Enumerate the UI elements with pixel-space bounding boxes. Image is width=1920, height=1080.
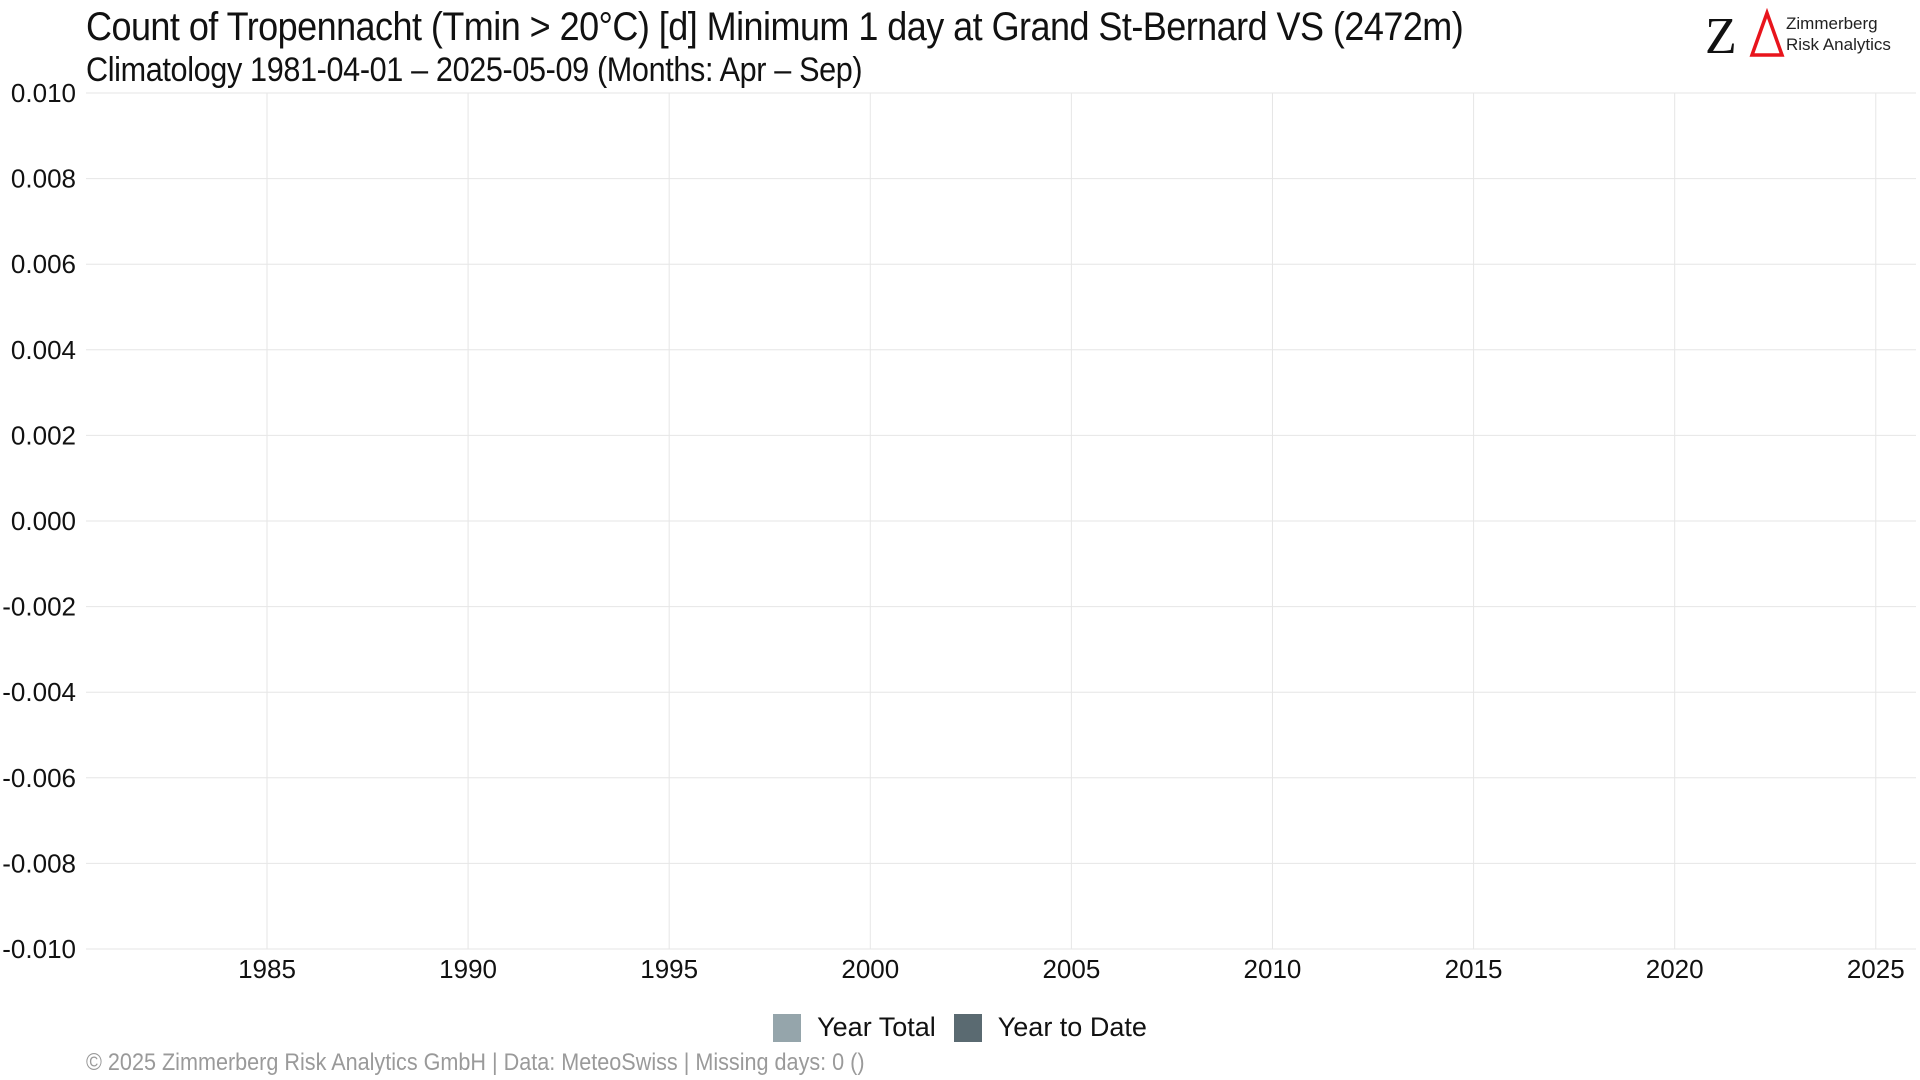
chart-area: -0.010 -0.008 -0.006 -0.004 -0.002 0.000 0.002…: [2, 78, 1916, 984]
y-tick-label: 0.006: [11, 249, 76, 279]
zimmerberg-logo: Z: [1705, 8, 1785, 60]
y-tick-label: 0.010: [11, 78, 76, 108]
x-tick-label: 2010: [1244, 954, 1302, 984]
legend-item-year-total: Year Total: [773, 1012, 936, 1043]
y-tick-label: 0.008: [11, 164, 76, 194]
chart-title: Count of Tropennacht (Tmin > 20°C) [d] M…: [86, 5, 1464, 49]
footer-credits: © 2025 Zimmerberg Risk Analytics GmbH | …: [86, 1049, 865, 1076]
legend-item-year-to-date: Year to Date: [953, 1012, 1147, 1043]
legend-swatch-year-total: [773, 1013, 802, 1042]
x-tick-label: 2000: [841, 954, 899, 984]
logo-line-1: Zimmerberg: [1786, 14, 1878, 33]
legend-label-year-total: Year Total: [817, 1012, 936, 1042]
logo-delta-icon: [1749, 8, 1785, 57]
x-tick-label: 2005: [1042, 954, 1100, 984]
x-axis-tick-labels: 1985 1990 1995 2000 2005 2010 2015 2020 2025: [238, 954, 1905, 984]
y-tick-label: -0.010: [2, 934, 76, 964]
x-tick-label: 1995: [640, 954, 698, 984]
chart-grid: [86, 92, 1916, 950]
x-tick-label: 2015: [1445, 954, 1503, 984]
y-axis-tick-labels: -0.010 -0.008 -0.006 -0.004 -0.002 0.000 0.002…: [2, 78, 76, 964]
legend-label-year-to-date: Year to Date: [997, 1012, 1147, 1042]
y-tick-label: 0.000: [11, 506, 76, 536]
chart-subtitle: Climatology 1981-04-01 – 2025-05-09 (Mon…: [86, 51, 863, 89]
y-tick-label: -0.006: [2, 763, 76, 793]
x-tick-label: 2020: [1646, 954, 1704, 984]
legend-swatch-year-to-date: [953, 1013, 982, 1042]
y-tick-label: -0.004: [2, 677, 76, 707]
x-tick-label: 2025: [1847, 954, 1905, 984]
y-tick-label: 0.002: [11, 420, 76, 450]
logo-line-2: Risk Analytics: [1786, 35, 1891, 54]
logo-text: Zimmerberg Risk Analytics: [1786, 13, 1891, 55]
y-tick-label: 0.004: [11, 335, 76, 365]
x-tick-label: 1985: [238, 954, 296, 984]
chart-legend: Year Total Year to Date: [0, 1012, 1920, 1043]
y-tick-label: -0.008: [2, 848, 76, 878]
y-tick-label: -0.002: [2, 592, 76, 622]
x-tick-label: 1990: [439, 954, 497, 984]
logo-z-letter: Z: [1705, 8, 1737, 60]
